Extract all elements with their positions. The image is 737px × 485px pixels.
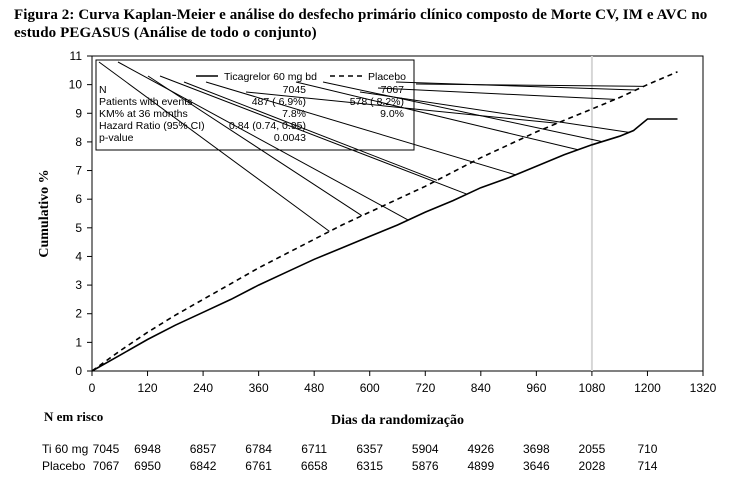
x-tick-label: 840 xyxy=(471,381,491,395)
legend-value-placebo: 9.0% xyxy=(380,108,404,120)
x-tick-label: 600 xyxy=(360,381,380,395)
legend-value-placebo: 7067 xyxy=(381,84,405,96)
legend-row-label: Hazard Ratio (95% CI) xyxy=(99,120,205,132)
risk-value: 5876 xyxy=(411,459,439,473)
placebo-curve xyxy=(91,71,678,372)
risk-value: 6842 xyxy=(189,459,217,473)
y-tick-label: 3 xyxy=(75,278,82,292)
risk-row-label: Placebo xyxy=(42,459,86,473)
risk-value: 714 xyxy=(637,459,658,473)
x-tick-label: 0 xyxy=(89,381,96,395)
legend-series-ticagrelor: Ticagrelor 60 mg bd xyxy=(224,71,317,83)
annotation-leader-line xyxy=(395,81,636,91)
y-tick-label: 1 xyxy=(75,335,82,349)
risk-value: 6857 xyxy=(189,442,217,456)
annotation-leader-line xyxy=(295,81,579,151)
annotation-leader-line xyxy=(322,81,603,143)
risk-value: 3646 xyxy=(523,459,550,473)
risk-value: 6315 xyxy=(356,459,384,473)
x-tick-label: 240 xyxy=(193,381,213,395)
y-tick-label: 8 xyxy=(75,135,82,149)
annotation-leader-line xyxy=(98,61,330,232)
annotation-leader-line xyxy=(377,87,616,100)
figure-title: Figura 2: Curva Kaplan-Meier e análise d… xyxy=(14,7,708,41)
risk-value: 7067 xyxy=(92,459,120,473)
y-tick-label: 5 xyxy=(75,221,82,235)
x-tick-label: 1080 xyxy=(579,381,606,395)
legend-row-label: Patients with events xyxy=(99,96,192,108)
risk-value: 7045 xyxy=(92,442,120,456)
x-tick-label: 360 xyxy=(249,381,269,395)
y-tick-label: 4 xyxy=(75,249,82,263)
x-axis-label: Dias da randomização xyxy=(331,413,464,428)
risk-row: Placebo 7067 6950 6842 6761 6658 6315 5876 4899 3… xyxy=(0,459,737,475)
risk-value: 6357 xyxy=(356,442,384,456)
annotation-leader-line xyxy=(159,75,468,195)
legend-value-ticagrelor: 7.8% xyxy=(282,108,306,120)
risk-value: 710 xyxy=(637,442,658,456)
risk-value: 4899 xyxy=(467,459,495,473)
risk-value: 6711 xyxy=(301,442,328,456)
annotation-leader-line xyxy=(183,81,438,181)
risk-value: 2028 xyxy=(578,459,606,473)
risk-value: 6784 xyxy=(245,442,272,456)
x-tick-label: 480 xyxy=(304,381,324,395)
annotation-leader-line xyxy=(415,83,644,87)
y-tick-label: 10 xyxy=(69,78,83,92)
ticagrelor-curve xyxy=(91,118,678,372)
annotation-leader-line xyxy=(359,91,630,133)
legend-value-ticagrelor: 7045 xyxy=(283,84,307,96)
x-tick-label: 1200 xyxy=(634,381,661,395)
risk-value: 5904 xyxy=(411,442,439,456)
legend-row-label: N xyxy=(99,84,107,96)
risk-value: 6761 xyxy=(245,459,272,473)
legend-value-ticagrelor: 487 ( 6.9%) xyxy=(252,96,306,108)
legend-series-placebo: Placebo xyxy=(368,71,406,83)
y-tick-label: 7 xyxy=(75,164,82,178)
plot-frame xyxy=(91,55,704,372)
x-tick-label: 1320 xyxy=(690,381,717,395)
risk-value: 6658 xyxy=(300,459,328,473)
legend-value-ticagrelor: 0.0043 xyxy=(274,132,306,144)
risk-row-label: Ti 60 mg xyxy=(42,442,89,456)
annotation-leader-line xyxy=(205,81,516,176)
x-tick-label: 720 xyxy=(415,381,435,395)
legend-value-ticagrelor: 0.84 (0.74, 0.95) xyxy=(229,120,306,132)
y-tick-label: 11 xyxy=(70,49,83,63)
risk-value: 3698 xyxy=(523,442,550,456)
legend-box xyxy=(95,59,415,151)
risk-value: 6950 xyxy=(134,459,161,473)
legend-row-label: p-value xyxy=(99,132,134,144)
y-tick-label: 0 xyxy=(75,364,82,378)
risk-value: 4926 xyxy=(467,442,495,456)
x-tick-label: 960 xyxy=(526,381,546,395)
legend-row-label: KM% at 36 months xyxy=(99,108,188,120)
risk-value: 2055 xyxy=(578,442,606,456)
y-tick-label: 2 xyxy=(75,307,82,321)
numbers-at-risk-heading: N em risco xyxy=(44,409,104,424)
y-tick-label: 9 xyxy=(75,106,82,120)
x-tick-label: 120 xyxy=(138,381,158,395)
y-axis-label: Cumulativo % xyxy=(37,169,52,257)
risk-value: 6948 xyxy=(134,442,161,456)
risk-row: Ti 60 mg 7045 6948 6857 6784 6711 6357 5904 4926… xyxy=(0,442,737,458)
annotation-leader-line xyxy=(147,75,363,217)
y-tick-label: 6 xyxy=(75,192,82,206)
